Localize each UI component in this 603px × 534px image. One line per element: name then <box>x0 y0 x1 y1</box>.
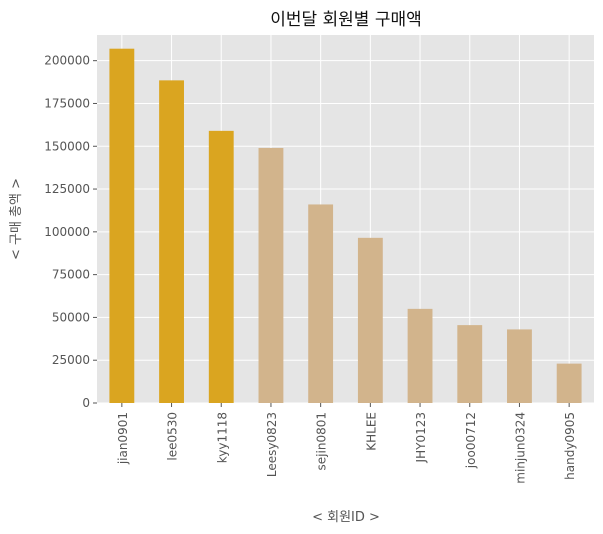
x-tick-label: kyy1118 <box>215 412 229 463</box>
y-tick-label: 150000 <box>44 139 90 153</box>
x-tick-label: joo00712 <box>464 412 478 469</box>
x-tick-label: handy0905 <box>563 412 577 480</box>
bar-kyy1118 <box>208 130 234 403</box>
bar-handy0905 <box>556 363 582 403</box>
bar-lee0530 <box>159 80 184 403</box>
bar-joo00712 <box>457 325 483 403</box>
y-tick-label: 0 <box>82 396 90 410</box>
chart-title: 이번달 회원별 구매액 <box>270 10 422 30</box>
y-tick-label: 125000 <box>44 182 90 196</box>
y-tick-label: 200000 <box>44 54 90 68</box>
bar-Leesy0823 <box>258 147 284 403</box>
bar-JHY0123 <box>407 308 433 403</box>
x-tick-label: Leesy0823 <box>265 412 279 477</box>
y-tick-label: 75000 <box>52 268 90 282</box>
y-tick-label: 175000 <box>44 96 90 110</box>
bar-jian0901 <box>109 48 135 403</box>
bar-KHLEE <box>357 237 383 403</box>
bar-sejin0801 <box>308 204 334 403</box>
bars <box>109 48 582 403</box>
x-tick-label: sejin0801 <box>315 412 329 470</box>
x-axis-label: < 회원ID > <box>312 510 380 525</box>
y-tick-labels: 0 25000 50000 75000 100000 125000 150000 175000… <box>44 54 97 410</box>
y-tick-label: 50000 <box>52 310 90 324</box>
x-tick-label: JHY0123 <box>414 412 428 463</box>
x-tick-label: minjun0324 <box>513 412 527 484</box>
x-tick-label: KHLEE <box>364 412 378 451</box>
x-tick-label: jian0901 <box>116 412 130 465</box>
y-axis-label: < 구매 총액 > <box>9 178 24 260</box>
y-tick-label: 25000 <box>52 353 90 367</box>
x-tick-label: lee0530 <box>166 412 180 461</box>
bar-minjun0324 <box>507 329 532 403</box>
y-tick-label: 100000 <box>44 225 90 239</box>
x-tick-labels: jian0901 lee0530 kyy1118 Leesy0823 sejin0801… <box>116 403 577 484</box>
